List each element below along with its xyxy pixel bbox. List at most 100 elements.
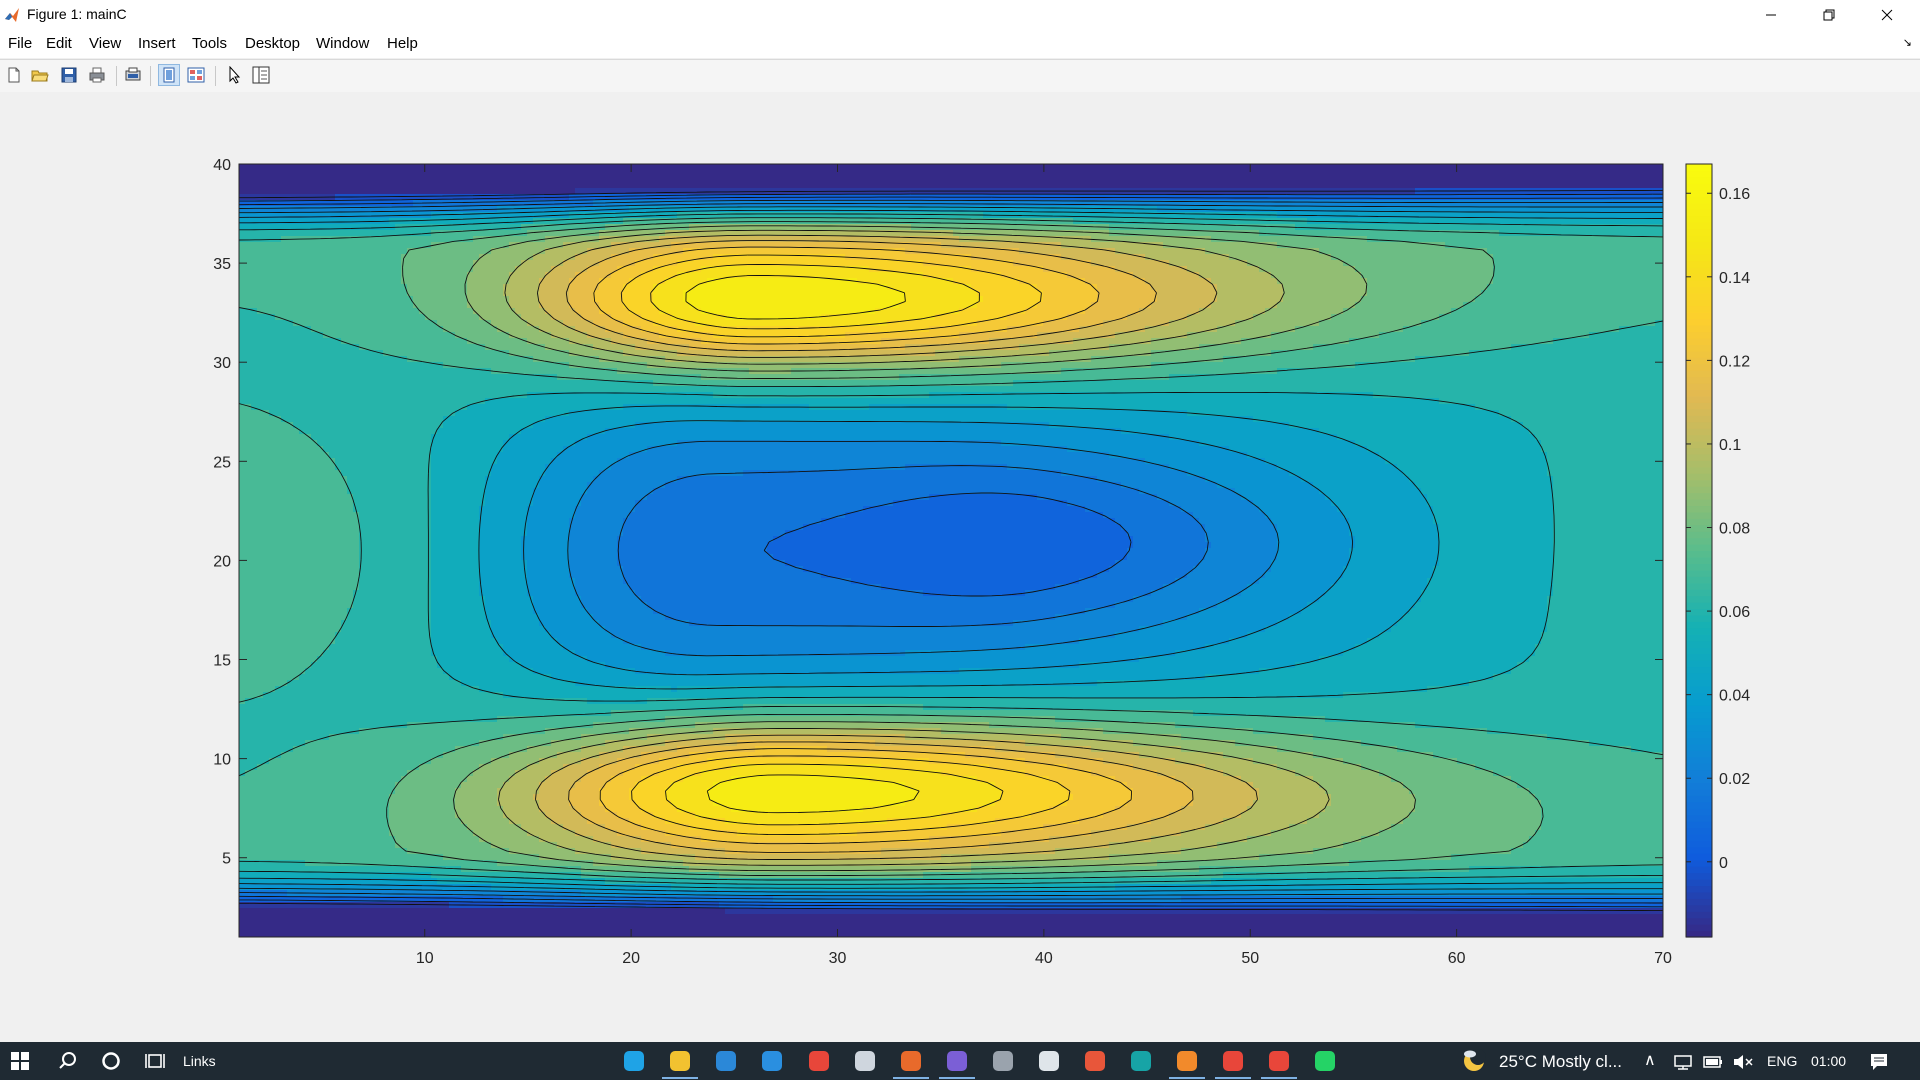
toolbar-separator: [215, 66, 216, 86]
property-editor-button[interactable]: [185, 64, 207, 86]
contour-lines: [239, 189, 1663, 912]
taskbar-app-office[interactable]: [1081, 1047, 1109, 1075]
volume-muted-icon[interactable]: [1732, 1054, 1754, 1070]
dock-layout-button[interactable]: [158, 64, 180, 86]
colorbar-tick-label: 0.16: [1719, 186, 1750, 203]
print-preview-icon: [125, 67, 141, 81]
start-button[interactable]: [6, 1047, 34, 1075]
y-tick-label: 30: [213, 355, 231, 372]
menu-insert[interactable]: Insert: [138, 35, 176, 52]
colorbar-tick-label: 0.08: [1719, 521, 1750, 538]
taskbar-app-photos[interactable]: [1035, 1047, 1063, 1075]
taskbar-app-chrome-profile[interactable]: [1215, 1047, 1251, 1079]
x-tick-label: 70: [1654, 950, 1672, 967]
taskbar: Links 25°C Mostly cl... ∧ ENG 01:00: [0, 1042, 1920, 1080]
x-tick-label: 30: [829, 950, 847, 967]
menu-help[interactable]: Help: [387, 35, 418, 52]
colorbar-tick-label: 0.02: [1719, 771, 1750, 788]
taskbar-app-app-gear[interactable]: [989, 1047, 1017, 1075]
menu-file[interactable]: File: [8, 35, 32, 52]
taskbar-app-edge[interactable]: [620, 1047, 648, 1075]
taskbar-app-chrome[interactable]: [805, 1047, 833, 1075]
taskbar-app-fusion[interactable]: [1169, 1047, 1205, 1079]
chevron-up-icon[interactable]: ∧: [1644, 1050, 1656, 1070]
mail-icon: [716, 1051, 736, 1071]
print-button[interactable]: [86, 64, 108, 86]
open-file-button[interactable]: [29, 64, 51, 86]
chrome-profile-icon: [1223, 1051, 1243, 1071]
dock-arrow-icon[interactable]: ↘: [1903, 36, 1912, 49]
file-explorer-icon: [670, 1051, 690, 1071]
y-tick-label: 5: [222, 851, 231, 868]
y-tick-label: 15: [213, 653, 231, 670]
toolbar-separator: [116, 66, 117, 86]
y-tick-label: 20: [213, 553, 231, 570]
colorbar-tick-label: 0.04: [1719, 688, 1750, 705]
close-icon: [1881, 9, 1893, 21]
menu-view[interactable]: View: [89, 35, 121, 52]
battery-icon[interactable]: [1703, 1055, 1723, 1069]
toolbar-separator: [150, 66, 151, 86]
pointer-button[interactable]: [224, 64, 246, 86]
office-icon: [1085, 1051, 1105, 1071]
colorbar: [1685, 163, 1713, 938]
network-icon[interactable]: [1673, 1054, 1693, 1070]
running-indicator: [662, 1077, 698, 1079]
taskbar-app-arduino[interactable]: [1127, 1047, 1155, 1075]
task-view-button[interactable]: [141, 1047, 169, 1075]
restore-icon: [1823, 9, 1835, 21]
whatsapp-icon: [1315, 1051, 1335, 1071]
weather-text[interactable]: 25°C Mostly cl...: [1499, 1052, 1622, 1072]
pointer-icon: [229, 66, 241, 84]
y-tick-label: 40: [213, 157, 231, 174]
y-tick-label: 10: [213, 752, 231, 769]
taskbar-app-whatsapp[interactable]: [1311, 1047, 1339, 1075]
taskbar-app-vscode[interactable]: [758, 1047, 786, 1075]
minimize-button[interactable]: [1742, 0, 1800, 30]
taskbar-app-github[interactable]: [939, 1047, 975, 1079]
cortana-icon: [102, 1052, 120, 1070]
plot-browser-button[interactable]: [250, 64, 272, 86]
dell-icon: [855, 1051, 875, 1071]
taskbar-app-file-explorer[interactable]: [662, 1047, 698, 1079]
cortana-button[interactable]: [97, 1047, 125, 1075]
x-tick-label: 10: [416, 950, 434, 967]
weather-widget[interactable]: [1460, 1047, 1488, 1075]
save-icon: [61, 67, 77, 83]
x-tick-label: 50: [1241, 950, 1259, 967]
edge-icon: [624, 1051, 644, 1071]
clock[interactable]: 01:00: [1811, 1053, 1846, 1069]
taskbar-app-chrome-profile2[interactable]: [1261, 1047, 1297, 1079]
taskbar-app-mail[interactable]: [712, 1047, 740, 1075]
fusion-icon: [1177, 1051, 1197, 1071]
y-tick-label: 25: [213, 454, 231, 471]
taskbar-app-matlab[interactable]: [893, 1047, 929, 1079]
contour-plot: 10 20 30 40 50 60 70 5 10 15 20 25 30 35 40 0 0.02 0.04 0.…: [213, 157, 1750, 967]
vscode-icon: [762, 1051, 782, 1071]
restore-button[interactable]: [1800, 0, 1858, 30]
print-icon: [89, 67, 105, 83]
language-indicator[interactable]: ENG: [1767, 1053, 1797, 1069]
colorbar-tick-label: 0.14: [1719, 270, 1750, 287]
weather-moon-icon: [1464, 1049, 1486, 1071]
save-button[interactable]: [58, 64, 80, 86]
menu-desktop[interactable]: Desktop: [245, 35, 300, 52]
figure-canvas[interactable]: 10 20 30 40 50 60 70 5 10 15 20 25 30 35 40 0 0.02 0.04 0.…: [0, 92, 1920, 1042]
new-figure-button[interactable]: [3, 64, 25, 86]
menu-tools[interactable]: Tools: [192, 35, 227, 52]
taskbar-search-label[interactable]: Links: [183, 1053, 216, 1069]
running-indicator: [893, 1077, 929, 1079]
y-tick-label: 35: [213, 256, 231, 273]
menu-window[interactable]: Window: [316, 35, 369, 52]
taskbar-app-dell[interactable]: [851, 1047, 879, 1075]
colorbar-tick-label: 0.06: [1719, 604, 1750, 621]
matlab-icon: [5, 8, 19, 22]
close-button[interactable]: [1858, 0, 1916, 30]
x-tick-label: 20: [622, 950, 640, 967]
notifications-icon[interactable]: [1869, 1052, 1889, 1072]
figure-toolbar: [0, 59, 1920, 93]
menu-edit[interactable]: Edit: [46, 35, 72, 52]
search-button[interactable]: [54, 1047, 82, 1075]
print-preview-button[interactable]: [122, 64, 144, 86]
colorbar-tick-label: 0.1: [1719, 437, 1741, 454]
